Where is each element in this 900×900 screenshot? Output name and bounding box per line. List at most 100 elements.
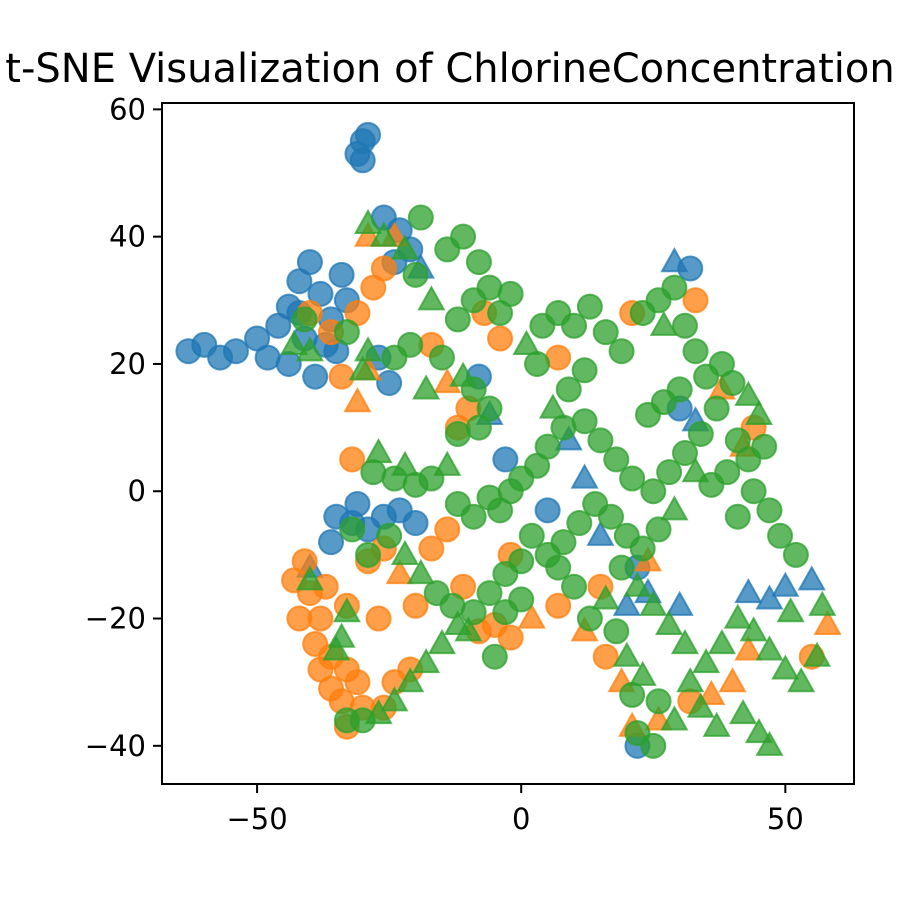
series-3-point-81 xyxy=(681,457,710,483)
series-3-point-118 xyxy=(612,641,641,667)
series-3-point-98 xyxy=(412,648,441,674)
series-3-point-108 xyxy=(339,516,366,543)
series-3-point-151 xyxy=(767,522,794,549)
series-3-point-153 xyxy=(756,497,783,524)
series-3-point-8 xyxy=(450,223,477,250)
series-1-point-52 xyxy=(677,255,704,282)
series-3-point-133 xyxy=(808,590,837,616)
series-3-point-9 xyxy=(465,249,492,276)
series-2-point-60 xyxy=(813,609,842,635)
series-3-point-19 xyxy=(348,355,377,381)
series-1-point-56 xyxy=(734,578,763,604)
y-axis: −40 −20 0 20 40 60 xyxy=(85,92,162,763)
series-3-point-128 xyxy=(739,616,768,642)
series-3-point-138 xyxy=(702,711,731,737)
series-2-point-23 xyxy=(385,558,414,585)
series-3-point-93 xyxy=(492,560,519,587)
y-tick-label: 0 xyxy=(128,474,146,508)
series-3-point-4 xyxy=(407,204,434,231)
series-3-point-21 xyxy=(333,319,360,346)
series-3-point-100 xyxy=(380,686,409,712)
series-3-point-99 xyxy=(396,667,425,693)
series-3-point-71 xyxy=(603,446,630,473)
series-1-point-19 xyxy=(302,363,329,390)
series-3-point-120 xyxy=(645,688,672,715)
series-3-point-16 xyxy=(412,374,441,400)
series-3-point-2 xyxy=(369,221,398,247)
series-3-point-67 xyxy=(671,440,698,467)
series-3-point-87 xyxy=(582,490,609,517)
series-3-point-66 xyxy=(687,420,714,447)
series-3-point-146 xyxy=(576,605,603,632)
series-3-point-154 xyxy=(740,478,767,505)
series-3-point-61 xyxy=(682,338,709,365)
series-1-point-55 xyxy=(797,565,826,591)
series-3-point-54 xyxy=(576,293,603,320)
series-3-point-13 xyxy=(460,287,487,314)
series-3-point-119 xyxy=(628,660,657,686)
series-1-point-31 xyxy=(376,370,403,397)
series-3-point-110 xyxy=(390,539,420,565)
series-2-point-57 xyxy=(697,679,726,705)
series-3-point-69 xyxy=(640,478,667,505)
series-3-point-15 xyxy=(428,344,455,371)
series-1-point-47 xyxy=(612,590,641,616)
series-2-point-9 xyxy=(344,669,371,696)
series-3-point-111 xyxy=(406,558,435,585)
series-3-point-152 xyxy=(782,541,809,568)
series-3-point-148 xyxy=(545,554,572,581)
series-3-point-3 xyxy=(390,234,420,260)
series-3-point-65 xyxy=(703,395,730,422)
series-3-point-135 xyxy=(744,718,773,744)
series-3-point-104 xyxy=(322,635,351,661)
series-2-point-37 xyxy=(370,255,397,282)
series-3-point-145 xyxy=(591,584,620,610)
series-3-point-141 xyxy=(655,609,684,635)
series-3-point-56 xyxy=(608,338,635,365)
series-3-point-64 xyxy=(719,370,746,397)
series-2-point-31 xyxy=(339,446,366,473)
series-3-point-38 xyxy=(460,503,487,530)
series-3-point-73 xyxy=(571,408,598,435)
series-3-point-30 xyxy=(433,450,462,476)
series-2-point-24 xyxy=(402,592,429,619)
series-3-point-131 xyxy=(787,667,816,693)
series-3-point-49 xyxy=(524,350,551,377)
series-3-point-53 xyxy=(561,312,588,339)
series-3-point-137 xyxy=(729,698,758,725)
series-2-point-26 xyxy=(434,516,461,543)
series-3-point-29 xyxy=(444,420,471,447)
series-3-point-14 xyxy=(444,306,471,333)
series-3-point-76 xyxy=(666,376,693,403)
series-3-point-130 xyxy=(771,654,800,680)
series-3-point-113 xyxy=(439,592,466,619)
series-3-point-44 xyxy=(534,433,561,460)
points-layer xyxy=(175,121,842,759)
series-3-point-160 xyxy=(649,310,678,336)
series-3-point-46 xyxy=(538,393,567,419)
series-3-point-150 xyxy=(492,599,519,626)
series-3-point-106 xyxy=(327,622,356,648)
series-2-point-30 xyxy=(497,624,524,651)
series-3-point-103 xyxy=(333,707,360,734)
series-1-point-39 xyxy=(318,529,345,556)
series-3-point-159 xyxy=(619,681,646,708)
series-1-point-3 xyxy=(355,121,382,148)
series-3-point-94 xyxy=(476,580,503,607)
series-1-point-59 xyxy=(492,446,519,473)
series-3-point-105 xyxy=(332,597,361,623)
x-tick-label: 50 xyxy=(767,802,804,836)
series-2-point-5 xyxy=(286,605,313,632)
series-3-point-125 xyxy=(692,648,721,674)
y-tick-label: −20 xyxy=(85,602,146,636)
series-1-point-44 xyxy=(570,463,599,489)
series-3-point-123 xyxy=(660,705,689,731)
series-3-point-115 xyxy=(295,565,324,591)
x-axis: −50 0 50 xyxy=(226,784,804,836)
series-3-point-114 xyxy=(454,616,483,642)
chart-title: t-SNE Visualization of ChlorineConcentra… xyxy=(5,46,894,92)
series-3-point-134 xyxy=(776,597,805,623)
series-3-point-82 xyxy=(660,495,689,521)
series-3-point-144 xyxy=(608,554,635,581)
series-2-point-59 xyxy=(734,635,763,661)
